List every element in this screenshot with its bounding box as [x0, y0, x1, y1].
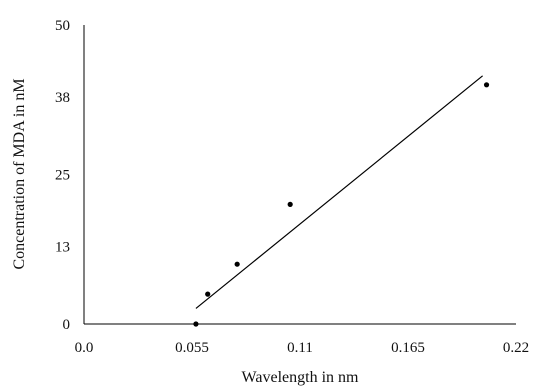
- x-tick-labels: 0.0 0.055 0.11 0.165 0.22: [75, 340, 530, 356]
- y-tick-label: 0: [63, 317, 71, 333]
- x-axis-title: Wavelength in nm: [242, 369, 359, 386]
- trendline: [196, 76, 483, 309]
- data-point: [288, 202, 293, 207]
- data-point: [484, 82, 489, 87]
- y-tick-labels: 0 13 25 38 50: [55, 18, 70, 333]
- y-tick-label: 50: [55, 18, 70, 34]
- x-tick-label: 0.0: [75, 340, 94, 356]
- y-tick-label: 25: [55, 168, 70, 184]
- trendline-group: [196, 76, 483, 309]
- data-point: [205, 292, 210, 297]
- y-tick-label: 13: [55, 239, 70, 255]
- data-points: [193, 82, 489, 326]
- x-tick-label: 0.11: [287, 340, 313, 356]
- y-tick-label: 38: [55, 90, 70, 106]
- data-point: [235, 262, 240, 267]
- x-tick-label: 0.055: [175, 340, 209, 356]
- data-point: [193, 321, 198, 326]
- x-tick-label: 0.165: [391, 340, 425, 356]
- x-tick-label: 0.22: [503, 340, 529, 356]
- y-axis-title: Concentration of MDA in nM: [11, 78, 28, 269]
- axes: [84, 25, 516, 324]
